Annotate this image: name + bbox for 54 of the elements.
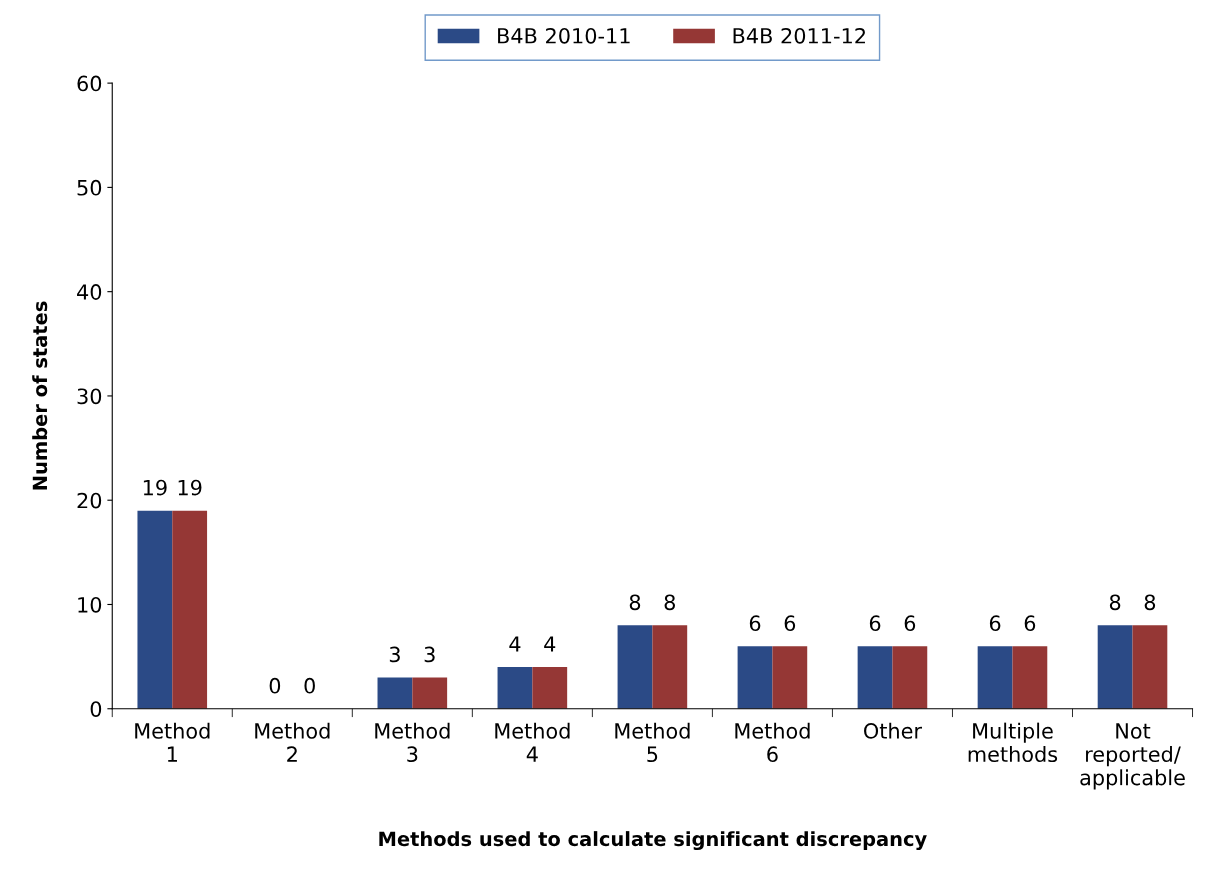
x-tick-label: Method 5 — [615, 722, 690, 763]
bar — [857, 646, 893, 709]
bar — [617, 625, 653, 709]
data-label: 6 — [904, 615, 916, 632]
y-axis-title: Number of states — [32, 301, 48, 490]
x-tick-label: Multiple methods — [968, 722, 1058, 763]
bar — [652, 625, 688, 709]
x-tick-label: Method 6 — [735, 722, 810, 763]
bar — [412, 677, 448, 709]
bar — [1097, 625, 1133, 709]
bar — [172, 510, 208, 709]
bar — [1012, 646, 1048, 709]
bar — [737, 646, 773, 709]
y-tick-label: 40 — [77, 284, 102, 300]
x-axis-title: Methods used to calculate significant discrepancy — [379, 831, 927, 851]
bar — [377, 677, 413, 709]
y-tick-label: 20 — [77, 492, 102, 509]
data-label: 19 — [178, 479, 202, 496]
y-tick-label: 50 — [77, 179, 102, 196]
data-label: 8 — [1144, 594, 1156, 611]
data-label: 3 — [424, 646, 435, 663]
legend-label: B4B 2011-12 — [733, 27, 865, 44]
data-label: 6 — [784, 615, 796, 632]
legend-label: B4B 2010-11 — [498, 27, 630, 44]
data-label: 4 — [509, 636, 521, 652]
bar — [532, 667, 568, 709]
data-label: 6 — [869, 615, 881, 632]
data-label: 6 — [989, 615, 1001, 632]
data-label: 8 — [629, 594, 641, 611]
bar — [772, 646, 808, 709]
data-label: 0 — [304, 677, 315, 694]
y-tick-label: 60 — [77, 75, 102, 92]
y-tick-label: 0 — [90, 701, 102, 717]
data-label: 19 — [143, 479, 167, 496]
data-label: 3 — [389, 646, 400, 663]
x-tick-label: Method 2 — [255, 722, 330, 762]
x-tick-label: Method 1 — [135, 722, 210, 762]
bar — [1132, 625, 1168, 709]
bar — [137, 510, 173, 709]
x-tick-label: Method 4 — [495, 722, 570, 762]
x-tick-label: Method 3 — [375, 722, 450, 763]
data-label: 4 — [544, 636, 556, 652]
data-label: 8 — [664, 594, 675, 611]
data-label: 8 — [1109, 594, 1121, 611]
bar — [497, 667, 533, 709]
y-tick-label: 10 — [78, 596, 102, 613]
data-label: 0 — [269, 677, 281, 694]
data-label: 6 — [1024, 615, 1036, 632]
bar — [977, 646, 1013, 709]
y-tick-label: 30 — [77, 388, 102, 405]
data-label: 6 — [749, 615, 761, 632]
x-tick-label: Not reported/ applicable — [1080, 723, 1185, 790]
bar — [892, 646, 928, 709]
x-tick-label: Other — [864, 722, 923, 739]
